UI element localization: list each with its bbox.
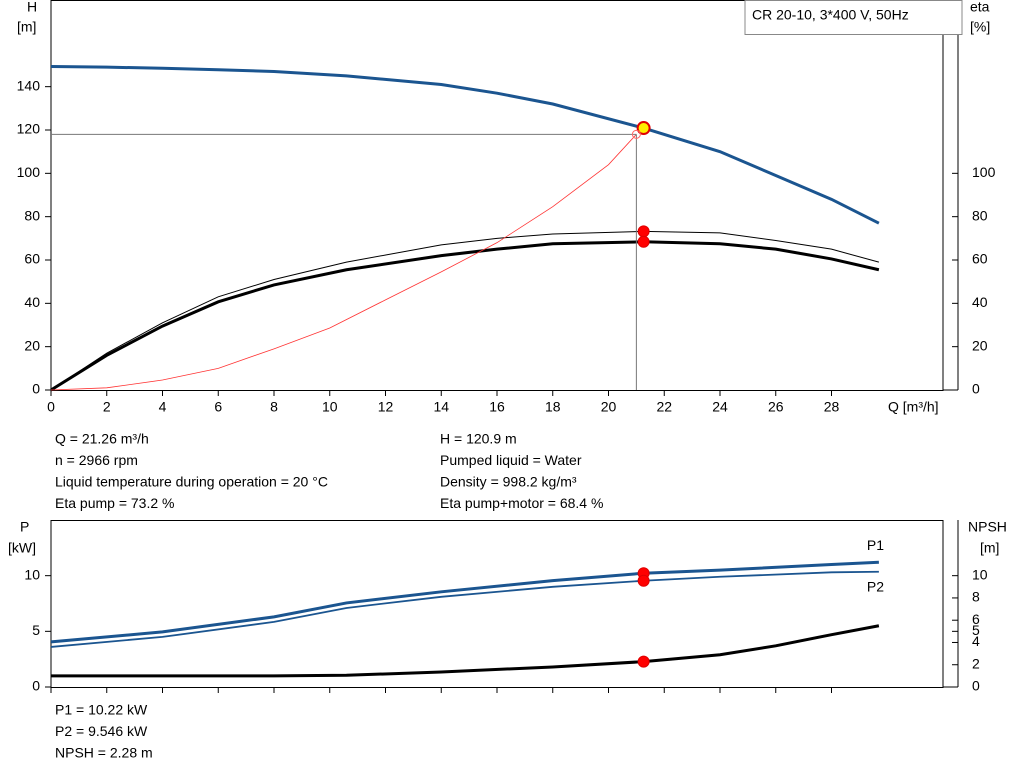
y-tick-label: 140 xyxy=(17,77,41,93)
series-line xyxy=(51,624,880,678)
x-tick-label: 6 xyxy=(214,399,222,415)
y-tick-label: 120 xyxy=(17,121,41,137)
y2-axis-unit: [m] xyxy=(980,540,999,556)
x-tick-label: 10 xyxy=(322,399,338,415)
x-tick-label: 12 xyxy=(378,399,394,415)
info-text: Q = 21.26 m³/h xyxy=(55,431,149,447)
duty-point xyxy=(636,121,651,136)
y-tick-label: 0 xyxy=(32,381,40,397)
duty-point xyxy=(637,574,650,587)
y2-tick-label: 20 xyxy=(972,337,988,353)
duty-point xyxy=(637,235,650,248)
y-tick-label: 60 xyxy=(24,251,40,267)
y-axis-label: P xyxy=(20,519,29,535)
duty-point xyxy=(637,655,650,668)
info-text: Eta pump = 73.2 % xyxy=(55,495,174,511)
y2-axis-unit: [%] xyxy=(970,19,990,35)
y2-tick-label: 80 xyxy=(972,207,988,223)
info-text: Liquid temperature during operation = 20… xyxy=(55,474,328,490)
y-tick-label: 5 xyxy=(32,622,40,638)
requested-point xyxy=(631,129,641,139)
series-line xyxy=(50,134,637,391)
series-line xyxy=(50,560,879,644)
info-text: P1 = 10.22 kW xyxy=(55,702,148,718)
x-tick-label: 24 xyxy=(712,399,728,415)
x-tick-label: 18 xyxy=(545,399,561,415)
y2-tick-label: 0 xyxy=(972,678,980,694)
info-text: Density = 998.2 kg/m³ xyxy=(440,474,577,490)
y2-tick-label: 6 xyxy=(972,611,980,627)
y2-axis-label: eta xyxy=(970,0,990,15)
series-line xyxy=(50,230,880,391)
y-tick-label: 20 xyxy=(24,337,40,353)
x-tick-label: 14 xyxy=(433,399,449,415)
plot-frame xyxy=(50,520,944,688)
y-tick-label: 40 xyxy=(24,294,40,310)
series-line xyxy=(50,65,880,225)
info-text: Eta pump+motor = 68.4 % xyxy=(440,495,603,511)
x-tick-label: 16 xyxy=(489,399,505,415)
y-tick-label: 10 xyxy=(24,566,40,582)
y2-tick-label: 4 xyxy=(972,633,980,649)
info-text: n = 2966 rpm xyxy=(55,452,138,468)
y2-tick-label: 100 xyxy=(972,164,996,180)
series-label: P1 xyxy=(867,537,884,553)
y-axis-unit: [kW] xyxy=(8,540,36,556)
x-tick-label: 2 xyxy=(103,399,111,415)
x-tick-label: 4 xyxy=(159,399,167,415)
x-tick-label: 0 xyxy=(47,399,55,415)
y-axis-label: H xyxy=(27,0,37,15)
x-axis-label: Q [m³/h] xyxy=(888,399,939,415)
x-tick-label: 20 xyxy=(601,399,617,415)
info-text: H = 120.9 m xyxy=(440,431,517,447)
y2-tick-label: 60 xyxy=(972,251,988,267)
y2-tick-label: 2 xyxy=(972,655,980,671)
y2-axis-label: NPSH xyxy=(968,519,1007,535)
x-tick-label: 28 xyxy=(824,399,840,415)
x-tick-label: 8 xyxy=(270,399,278,415)
series-label: P2 xyxy=(867,578,884,594)
y2-tick-label: 10 xyxy=(972,566,988,582)
info-text: P2 = 9.546 kW xyxy=(55,723,148,739)
series-line xyxy=(50,240,880,392)
chart-title: CR 20-10, 3*400 V, 50Hz xyxy=(752,7,909,23)
y-tick-label: 100 xyxy=(17,164,41,180)
y-tick-label: 0 xyxy=(32,678,40,694)
y2-tick-label: 0 xyxy=(972,381,980,397)
x-tick-label: 26 xyxy=(768,399,784,415)
y2-tick-label: 5 xyxy=(972,622,980,638)
info-text: Pumped liquid = Water xyxy=(440,452,582,468)
title-box xyxy=(744,0,963,35)
series-line xyxy=(50,570,879,648)
y2-tick-label: 8 xyxy=(972,589,980,605)
y-axis-unit: [m] xyxy=(17,19,36,35)
y-tick-label: 80 xyxy=(24,207,40,223)
y2-tick-label: 40 xyxy=(972,294,988,310)
duty-point xyxy=(637,225,650,238)
plot-frame xyxy=(50,0,944,391)
x-tick-label: 22 xyxy=(656,399,672,415)
info-text: NPSH = 2.28 m xyxy=(55,745,153,761)
